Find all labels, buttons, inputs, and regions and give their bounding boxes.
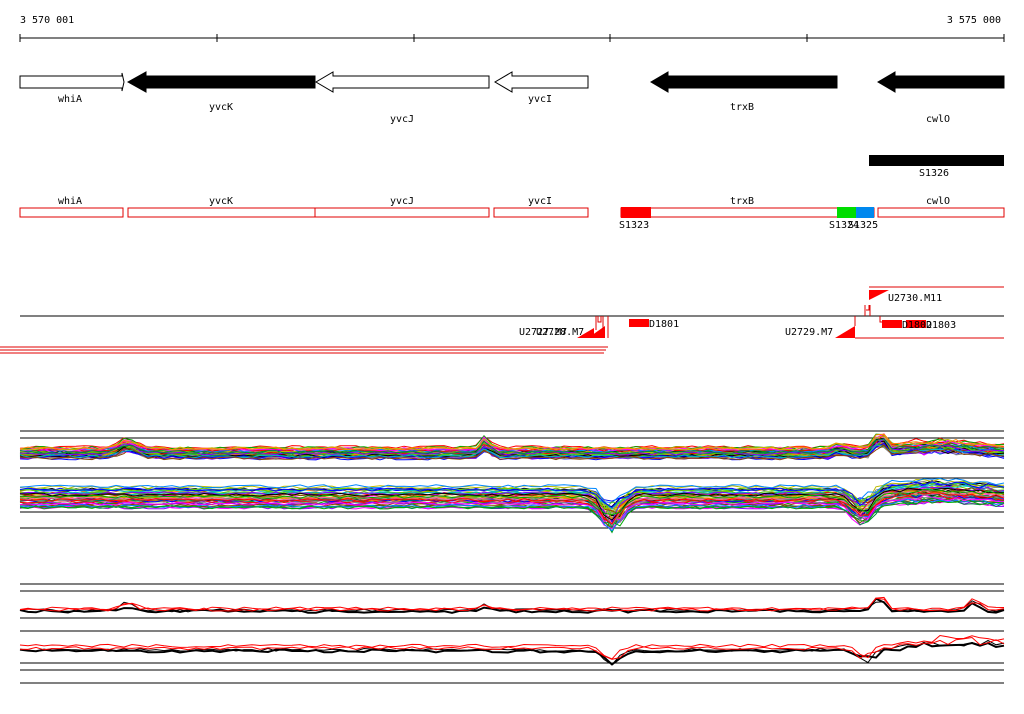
gene-label: whiA bbox=[58, 94, 82, 105]
promoter-flag[interactable] bbox=[577, 328, 594, 338]
promoter-flag[interactable] bbox=[869, 290, 889, 300]
expression-profiles-summary bbox=[19, 583, 1005, 684]
expression-trace bbox=[19, 488, 1005, 516]
ruler-end-label: 3 575 000 bbox=[947, 15, 1001, 26]
expression-trace bbox=[19, 498, 1005, 527]
expression-trace bbox=[19, 444, 1005, 459]
expression-trace bbox=[19, 491, 1005, 525]
annotation-gene-label: whiA bbox=[58, 196, 82, 207]
annotation-box[interactable] bbox=[877, 207, 1005, 218]
summary-profiles bbox=[19, 596, 1005, 666]
gene-label: trxB bbox=[730, 102, 754, 113]
annotation-gene-label: trxB bbox=[730, 196, 754, 207]
gene-label: yvcJ bbox=[390, 114, 414, 125]
expression-trace bbox=[19, 596, 1005, 612]
segment-s1325[interactable] bbox=[856, 207, 874, 218]
expression-trace bbox=[19, 438, 1005, 455]
transcript-label: U2729.M7 bbox=[785, 327, 833, 338]
annotation-box[interactable] bbox=[19, 207, 124, 218]
coordinate-ruler: 3 570 001 3 575 000 bbox=[19, 15, 1005, 42]
downshift-d1802[interactable] bbox=[882, 320, 902, 328]
expression-trace bbox=[19, 498, 1005, 532]
expression-trace bbox=[20, 495, 1005, 522]
profile-group-bottom bbox=[19, 477, 1005, 534]
segment-s1324[interactable] bbox=[837, 207, 856, 218]
expression-trace bbox=[19, 438, 1005, 456]
gene-yvcJ[interactable]: yvcJ bbox=[315, 71, 490, 125]
promoter-flag[interactable] bbox=[588, 326, 605, 338]
gene-trxB[interactable]: trxB bbox=[650, 71, 838, 113]
expression-trace bbox=[19, 439, 1005, 453]
gene-track: whiA yvcK yvcJ yvcI trxB cwlO bbox=[19, 71, 1005, 125]
terminator-mark bbox=[864, 305, 871, 316]
downshift-d1803[interactable] bbox=[906, 320, 926, 328]
gene-arrow[interactable] bbox=[877, 71, 1005, 93]
transcript-label: U2730.M11 bbox=[888, 293, 942, 304]
annotation-box[interactable] bbox=[620, 207, 875, 218]
annotation-box[interactable] bbox=[127, 207, 316, 218]
expression-trace bbox=[20, 487, 1005, 521]
annotation-gene-label: yvcK bbox=[209, 196, 233, 207]
expression-trace bbox=[19, 634, 1005, 660]
expression-trace bbox=[19, 477, 1005, 504]
transcript-label: U2727.M7 bbox=[519, 327, 567, 338]
transcript-label: D1803 bbox=[926, 320, 956, 331]
gene-yvcI[interactable]: yvcI bbox=[494, 71, 589, 105]
gene-cwlO[interactable]: cwlO bbox=[877, 71, 1005, 125]
annotation-gene-label: cwlO bbox=[926, 196, 950, 207]
expression-trace bbox=[19, 639, 1005, 666]
ruler-start-label: 3 570 001 bbox=[20, 15, 74, 26]
expression-trace bbox=[19, 636, 1005, 660]
gene-label: yvcK bbox=[209, 102, 233, 113]
annotation-box[interactable] bbox=[493, 207, 589, 218]
transcript-label: D1801 bbox=[649, 319, 679, 330]
transcription-track: U2727.M7 U2728.M7 D1801 U2729.M7 U2730.M… bbox=[0, 286, 1004, 354]
expression-profiles-upper bbox=[19, 430, 1005, 534]
expression-trace bbox=[19, 433, 1005, 451]
gene-label: yvcI bbox=[528, 94, 552, 105]
annotation-box[interactable] bbox=[314, 207, 490, 218]
downshift-d1801[interactable] bbox=[629, 319, 649, 327]
srna-bar[interactable] bbox=[869, 155, 1004, 166]
srna-track: S1326 bbox=[869, 155, 1004, 179]
segment-label: S1323 bbox=[619, 220, 649, 231]
segment-label: S1324 bbox=[829, 220, 859, 231]
srna-label: S1326 bbox=[919, 168, 949, 179]
expression-trace bbox=[19, 494, 1005, 522]
expression-trace bbox=[19, 485, 1005, 522]
gene-arrow[interactable] bbox=[494, 71, 589, 93]
expression-trace bbox=[19, 487, 1005, 516]
gene-label: cwlO bbox=[926, 114, 950, 125]
segment-s1323[interactable] bbox=[621, 207, 651, 218]
gene-arrow[interactable] bbox=[19, 72, 125, 92]
promoter-flag[interactable] bbox=[835, 326, 855, 338]
annotation-gene-label: yvcJ bbox=[390, 196, 414, 207]
annotation-gene-label: yvcI bbox=[528, 196, 552, 207]
gene-arrow[interactable] bbox=[650, 71, 838, 93]
terminator-mark bbox=[595, 316, 604, 330]
expression-trace bbox=[19, 444, 1005, 461]
transcript-label: U2728.M7 bbox=[536, 327, 584, 338]
annotation-track: whiA yvcK yvcJ yvcI trxB cwlO S1323 S132… bbox=[19, 196, 1005, 231]
profile-group-top bbox=[19, 433, 1005, 461]
segment-label: S1325 bbox=[848, 220, 878, 231]
gene-arrow[interactable] bbox=[126, 71, 316, 93]
gene-whiA[interactable]: whiA bbox=[19, 72, 125, 105]
transcript-label: D1802 bbox=[902, 320, 932, 331]
gene-yvcK[interactable]: yvcK bbox=[126, 71, 316, 113]
gene-arrow[interactable] bbox=[315, 71, 490, 93]
expression-trace bbox=[19, 481, 1005, 508]
